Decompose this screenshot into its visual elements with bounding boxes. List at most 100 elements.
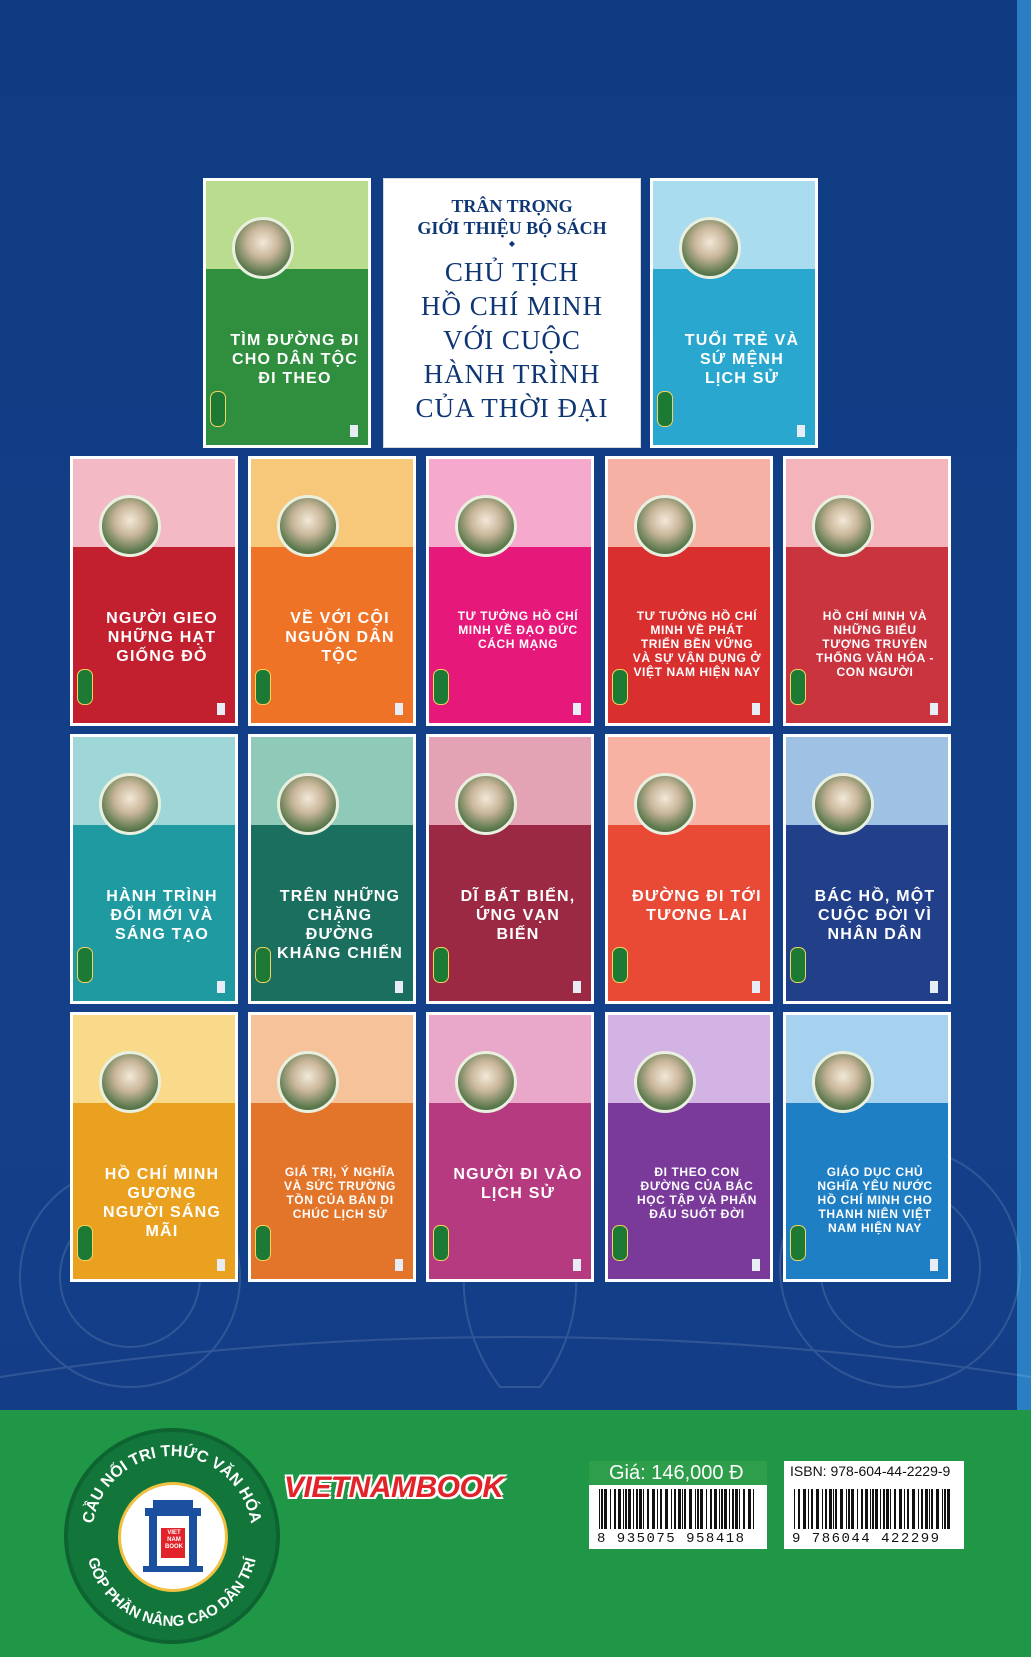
mini-barcode-icon xyxy=(752,981,760,993)
price-label: Giá: 146,000 Đ xyxy=(589,1461,767,1485)
publisher-mini-logo xyxy=(255,669,271,705)
barcode-bar xyxy=(614,1489,616,1529)
barcode-bar xyxy=(633,1489,634,1529)
portrait-image xyxy=(634,773,696,835)
barcode-left xyxy=(599,1489,754,1529)
book-title: ĐƯỜNG ĐI TỚI TƯƠNG LAI xyxy=(632,888,762,924)
book-cover: ĐƯỜNG ĐI TỚI TƯƠNG LAI xyxy=(605,734,773,1004)
publisher-mini-logo xyxy=(433,669,449,705)
book-title: GIÁO DỤC CHỦ NGHĨA YÊU NƯỚC HỒ CHÍ MINH … xyxy=(817,1165,933,1235)
publisher-mini-logo xyxy=(433,947,449,983)
publisher-mini-logo xyxy=(612,1225,628,1261)
barcode-bar xyxy=(931,1489,933,1529)
barcode-bar xyxy=(803,1489,806,1529)
book-cover: HỒ CHÍ MINH VÀ NHỮNG BIỂU TƯỢNG TRUYỀN T… xyxy=(783,456,951,726)
book-cover: GIÁ TRỊ, Ý NGHĨA VÀ SỨC TRƯỜNG TỒN CỦA B… xyxy=(248,1012,416,1282)
barcode-bar xyxy=(880,1489,881,1529)
publisher-mini-logo xyxy=(790,947,806,983)
mini-barcode-icon xyxy=(350,425,358,437)
intro-box: TRÂN TRỌNG GIỚI THIỆU BỘ SÁCH ◆ CHỦ TỊCH… xyxy=(383,178,641,448)
barcode-bar xyxy=(816,1489,819,1529)
barcode-bar xyxy=(921,1489,923,1529)
book-cover: TUỔI TRẺ VÀ SỨ MỆNH LỊCH SỬ xyxy=(650,178,818,448)
book-title: DĨ BẤT BIẾN, ỨNG VẠN BIẾN xyxy=(460,888,576,943)
barcode-bar xyxy=(700,1489,703,1529)
book-title: HÀNH TRÌNH ĐỔI MỚI VÀ SÁNG TẠO xyxy=(106,888,218,943)
series-title-2: HỒ CHÍ MINH xyxy=(421,291,603,321)
publisher-mini-logo xyxy=(433,1225,449,1261)
portrait-image xyxy=(99,1051,161,1113)
mini-barcode-icon xyxy=(930,703,938,715)
barcode-bar xyxy=(822,1489,823,1529)
barcode-bar xyxy=(695,1489,696,1529)
publisher-mini-logo xyxy=(77,669,93,705)
book-title: NGƯỜI ĐI VÀO LỊCH SỬ xyxy=(453,1166,583,1202)
mini-barcode-icon xyxy=(395,981,403,993)
publisher-mini-logo xyxy=(657,391,673,427)
barcode-bar xyxy=(899,1489,902,1529)
isbn-label: ISBN: 978-604-44-2229-9 xyxy=(790,1463,951,1479)
book-cover: NGƯỜI GIEO NHỮNG HẠT GIỐNG ĐỎ xyxy=(70,456,238,726)
publisher-mini-logo xyxy=(790,1225,806,1261)
mini-barcode-icon xyxy=(395,1259,403,1271)
barcode-bar xyxy=(623,1489,624,1529)
series-title-3: VỚI CUỘC xyxy=(443,325,581,355)
barcode-bar xyxy=(870,1489,871,1529)
publisher-mini-logo xyxy=(612,669,628,705)
barcode-bar xyxy=(811,1489,813,1529)
mini-barcode-icon xyxy=(573,981,581,993)
book-title: NGƯỜI GIEO NHỮNG HẠT GIỐNG ĐỎ xyxy=(106,610,218,665)
book-title: TƯ TƯỞNG HỒ CHÍ MINH VỀ ĐẠO ĐỨC CÁCH MẠN… xyxy=(457,609,579,651)
barcode-bar xyxy=(835,1489,837,1529)
barcode-bar xyxy=(808,1489,809,1529)
book-cover: DĨ BẤT BIẾN, ỨNG VẠN BIẾN xyxy=(426,734,594,1004)
barcode-bar xyxy=(944,1489,946,1529)
publisher-mini-logo xyxy=(255,947,271,983)
book-title: VỀ VỚI CỘI NGUỒN DÂN TỘC xyxy=(285,610,395,665)
price-barcode-box: Giá: 146,000 Đ 8 935075 958418 xyxy=(589,1461,767,1549)
barcode-right-number: 9 786044 422299 xyxy=(792,1531,941,1547)
barcode-bar xyxy=(851,1489,854,1529)
book-cover: TRÊN NHỮNG CHẶNG ĐƯỜNG KHÁNG CHIẾN xyxy=(248,734,416,1004)
gate-icon xyxy=(143,1500,203,1572)
barcode-bar xyxy=(719,1489,720,1529)
barcode-bar xyxy=(682,1489,683,1529)
series-title-4: HÀNH TRÌNH xyxy=(423,359,601,389)
barcode-bar xyxy=(942,1489,943,1529)
portrait-image xyxy=(455,495,517,557)
barcode-bar xyxy=(753,1489,754,1529)
barcode-bar xyxy=(665,1489,668,1529)
portrait-image xyxy=(99,773,161,835)
barcode-bar xyxy=(739,1489,740,1529)
barcode-bar xyxy=(829,1489,832,1529)
barcode-bar xyxy=(601,1489,603,1529)
mini-barcode-icon xyxy=(752,1259,760,1271)
barcode-bar xyxy=(657,1489,658,1529)
publisher-mini-logo xyxy=(77,947,93,983)
barcode-bar xyxy=(721,1489,723,1529)
portrait-image xyxy=(455,1051,517,1113)
barcode-bar xyxy=(848,1489,850,1529)
barcode-bar xyxy=(604,1489,607,1529)
barcode-bar xyxy=(929,1489,930,1529)
barcode-bar xyxy=(678,1489,681,1529)
barcode-right xyxy=(794,1489,950,1529)
book-cover: VỀ VỚI CỘI NGUỒN DÂN TỘC xyxy=(248,456,416,726)
barcode-bar xyxy=(610,1489,611,1529)
portrait-image xyxy=(812,495,874,557)
barcode-bar xyxy=(925,1489,928,1529)
barcode-bar xyxy=(890,1489,891,1529)
portrait-image xyxy=(679,217,741,279)
publisher-mini-logo xyxy=(255,1225,271,1261)
portrait-image xyxy=(812,773,874,835)
barcode-bar xyxy=(697,1489,699,1529)
portrait-image xyxy=(634,1051,696,1113)
portrait-image xyxy=(277,1051,339,1113)
book-cover: TƯ TƯỞNG HỒ CHÍ MINH VỀ ĐẠO ĐỨC CÁCH MẠN… xyxy=(426,456,594,726)
barcode-bar xyxy=(714,1489,717,1529)
book-title: BÁC HỒ, MỘT CUỘC ĐỜI VÌ NHÂN DÂN xyxy=(814,888,936,943)
barcode-bar xyxy=(636,1489,638,1529)
brand-logo: VIETNAMBOOK xyxy=(284,1471,504,1504)
book-title: TƯ TƯỞNG HỒ CHÍ MINH VỀ PHÁT TRIỂN BỀN V… xyxy=(632,609,762,679)
